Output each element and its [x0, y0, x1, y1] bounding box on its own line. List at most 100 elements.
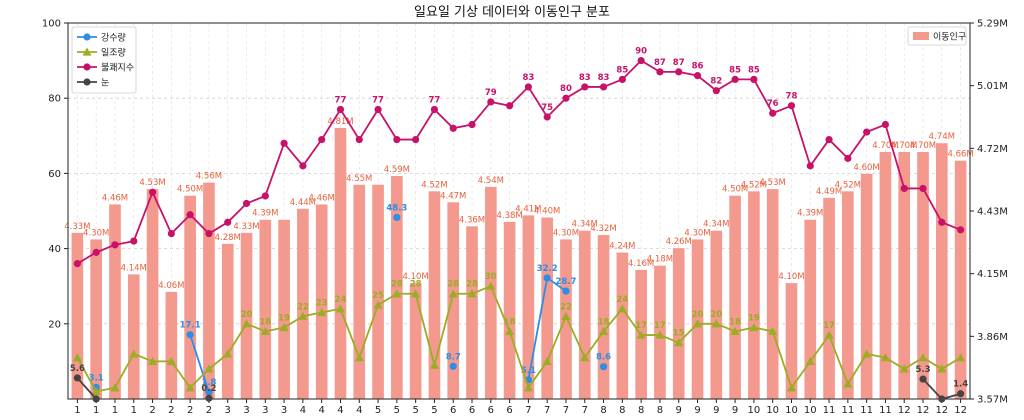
point-label: 86: [692, 62, 704, 72]
series-line: [76, 59, 961, 265]
x-tick-label: 5: [412, 405, 418, 416]
point: [486, 281, 496, 290]
point: [843, 379, 853, 388]
bar: [315, 204, 328, 399]
point: [675, 68, 683, 76]
point-label: 30: [485, 272, 497, 282]
bar: [860, 173, 873, 399]
x-tick-label: 3: [243, 405, 249, 416]
point: [919, 184, 927, 193]
point: [429, 360, 439, 369]
bar-label: 4.54M: [478, 176, 504, 186]
point: [468, 120, 476, 129]
point: [393, 213, 401, 221]
x-tick-label: 6: [450, 405, 456, 416]
point: [899, 364, 909, 373]
y2-tick-label: 3.57M: [977, 395, 1008, 406]
point: [636, 330, 646, 339]
x-tick-label: 10: [748, 405, 761, 416]
point-label: 17: [635, 321, 647, 331]
point: [957, 226, 965, 234]
x-tick-label: 6: [488, 405, 494, 416]
point: [918, 353, 928, 362]
bar: [691, 239, 704, 399]
x-tick-label: 8: [600, 405, 606, 416]
bar-label: 4.33M: [233, 222, 259, 232]
point: [543, 113, 551, 121]
point: [355, 135, 363, 144]
legend-label: 일조량: [101, 47, 126, 59]
point: [354, 353, 364, 362]
bar-label: 4.28M: [215, 233, 241, 243]
point: [750, 75, 758, 83]
x-tick-label: 2: [149, 405, 155, 416]
x-tick-label: 9: [694, 405, 700, 416]
point-label: 1.4: [953, 380, 968, 390]
point: [186, 211, 194, 219]
point: [111, 241, 119, 249]
bar: [935, 143, 948, 399]
point: [523, 383, 533, 392]
bar-label: 4.70M: [872, 141, 898, 151]
bar-label: 4.40M: [534, 207, 560, 217]
point-label: 18: [259, 317, 271, 327]
point: [880, 353, 890, 362]
bar: [898, 151, 911, 399]
x-tick-label: 10: [766, 405, 779, 416]
x-tick-label: 2: [168, 405, 174, 416]
point-label: 90: [635, 47, 647, 57]
point-label: 77: [335, 95, 347, 105]
bar-label: 4.39M: [797, 209, 823, 219]
bar: [710, 230, 723, 399]
x-tick-label: 9: [676, 405, 682, 416]
point: [148, 188, 157, 196]
point-label: 18: [598, 317, 610, 327]
point: [844, 154, 852, 162]
point: [204, 364, 214, 373]
bar: [297, 208, 309, 399]
point: [392, 289, 402, 298]
y2-tick-label: 4.43M: [977, 207, 1008, 218]
point-label: 8.7: [446, 352, 461, 362]
point: [637, 57, 645, 65]
point: [205, 229, 213, 238]
point: [693, 319, 703, 328]
point: [561, 311, 571, 320]
line-series-눈: 5.6 0.2 5.3 1.4: [70, 364, 968, 403]
point: [373, 300, 383, 309]
point: [205, 388, 213, 396]
bar: [879, 151, 892, 399]
bar: [729, 195, 741, 399]
x-tick-label: 7: [563, 405, 569, 416]
point-label: 28: [447, 280, 459, 290]
x-tick-label: 9: [713, 405, 719, 416]
y2-tick-label: 4.72M: [977, 144, 1008, 155]
x-tick-label: 1: [74, 405, 80, 416]
point: [166, 356, 176, 365]
point: [129, 349, 139, 358]
bar-label: 4.50M: [722, 185, 748, 195]
point: [787, 102, 796, 110]
bar: [90, 239, 103, 399]
bar-label: 4.49M: [816, 187, 842, 197]
point: [957, 390, 965, 398]
point: [335, 304, 345, 313]
bar: [503, 221, 516, 399]
bar: [447, 202, 460, 399]
x-tick-label: 1: [131, 405, 137, 416]
bar-label: 4.47M: [440, 191, 466, 201]
bar: [221, 243, 234, 399]
x-tick-label: 11: [860, 405, 873, 416]
bar: [917, 151, 929, 399]
point: [260, 326, 270, 335]
point-label: 17: [654, 321, 666, 331]
bar-label: 4.50M: [177, 185, 203, 195]
point-label: 18: [729, 317, 741, 327]
x-tick-label: 1: [112, 405, 118, 416]
point: [449, 362, 457, 370]
bar-label: 4.39M: [252, 209, 278, 219]
point-label: 77: [372, 95, 384, 105]
x-tick-label: 4: [319, 405, 325, 416]
